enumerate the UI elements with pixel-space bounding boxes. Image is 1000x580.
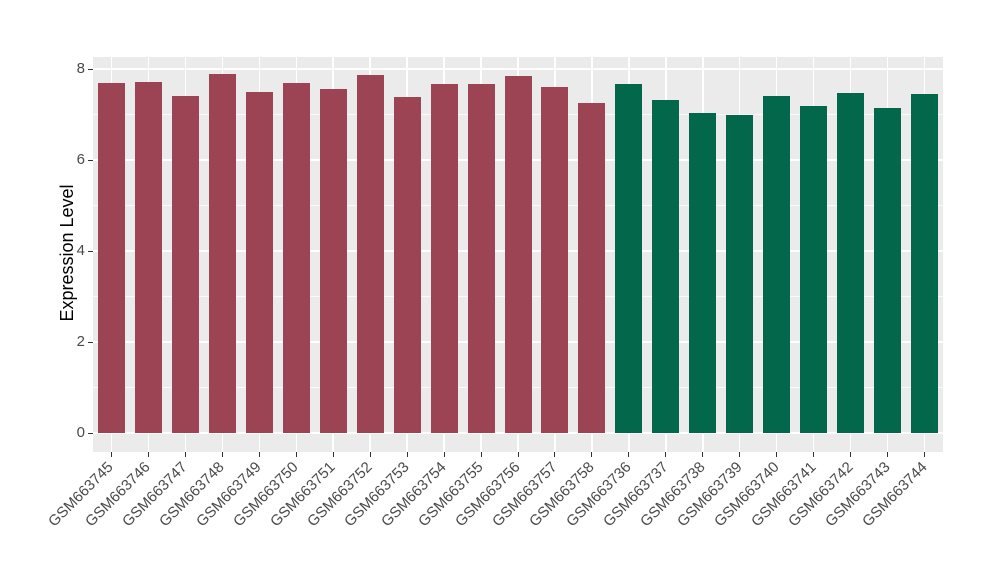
y-tick-label-2: 2 xyxy=(76,333,85,350)
bar-GSM663747 xyxy=(171,95,199,433)
y-tick-6 xyxy=(88,160,93,161)
y-tick-label-6: 6 xyxy=(76,151,85,168)
x-tick-GSM663758 xyxy=(591,452,593,457)
y-tick-label-0: 0 xyxy=(76,424,85,441)
y-tick-label-8: 8 xyxy=(76,60,85,77)
x-tick-GSM663750 xyxy=(295,452,297,457)
bar-GSM663757 xyxy=(541,86,569,433)
bar-GSM663740 xyxy=(763,95,791,433)
bar-GSM663736 xyxy=(615,83,643,433)
bar-GSM663750 xyxy=(282,83,310,433)
x-tick-GSM663739 xyxy=(739,452,741,457)
y-tick-2 xyxy=(88,342,93,343)
bar-GSM663739 xyxy=(726,115,754,433)
x-tick-GSM663743 xyxy=(887,452,889,457)
bar-GSM663751 xyxy=(319,89,347,433)
bar-GSM663745 xyxy=(97,82,125,433)
y-tick-8 xyxy=(88,69,93,70)
x-tick-GSM663748 xyxy=(221,452,223,457)
y-tick-4 xyxy=(88,251,93,252)
x-tick-GSM663737 xyxy=(665,452,667,457)
x-tick-GSM663736 xyxy=(628,452,630,457)
x-tick-GSM663756 xyxy=(517,452,519,457)
x-tick-GSM663746 xyxy=(147,452,149,457)
x-tick-GSM663745 xyxy=(110,452,112,457)
x-tick-GSM663747 xyxy=(184,452,186,457)
bar-GSM663744 xyxy=(911,93,939,433)
x-tick-GSM663753 xyxy=(406,452,408,457)
x-tick-GSM663751 xyxy=(332,452,334,457)
bar-GSM663758 xyxy=(578,102,606,433)
x-tick-GSM663757 xyxy=(554,452,556,457)
bar-GSM663753 xyxy=(393,96,421,433)
x-tick-GSM663742 xyxy=(850,452,852,457)
y-tick-0 xyxy=(88,433,93,434)
bar-GSM663741 xyxy=(800,105,828,433)
x-tick-GSM663744 xyxy=(924,452,926,457)
x-tick-GSM663740 xyxy=(776,452,778,457)
x-tick-GSM663749 xyxy=(258,452,260,457)
plot-panel xyxy=(88,57,943,457)
x-tick-GSM663738 xyxy=(702,452,704,457)
bar-GSM663755 xyxy=(467,84,495,433)
x-tick-GSM663741 xyxy=(813,452,815,457)
bar-GSM663746 xyxy=(134,81,162,433)
bar-GSM663748 xyxy=(208,74,236,433)
bar-GSM663752 xyxy=(356,74,384,433)
x-tick-GSM663754 xyxy=(443,452,445,457)
bar-GSM663754 xyxy=(430,83,458,433)
bar-GSM663742 xyxy=(837,93,865,433)
bar-GSM663738 xyxy=(689,112,717,433)
x-tick-GSM663752 xyxy=(369,452,371,457)
bar-GSM663737 xyxy=(652,100,680,433)
x-tick-GSM663755 xyxy=(480,452,482,457)
y-tick-label-4: 4 xyxy=(76,242,85,259)
bar-GSM663743 xyxy=(874,107,902,433)
bar-GSM663749 xyxy=(245,92,273,433)
bar-GSM663756 xyxy=(504,75,532,433)
